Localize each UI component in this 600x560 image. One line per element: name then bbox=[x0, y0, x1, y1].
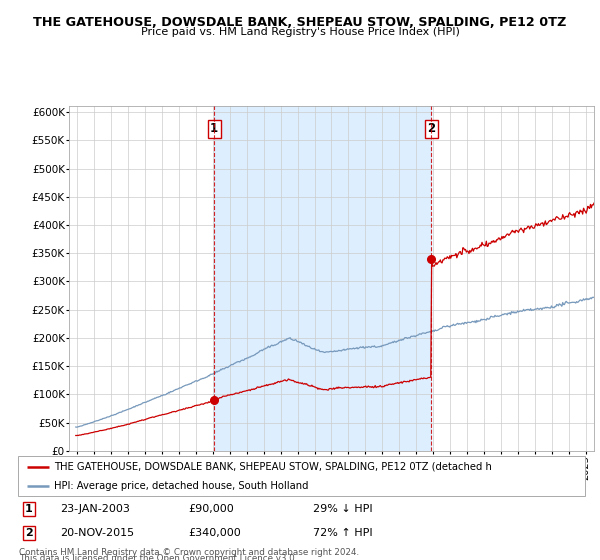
Text: 1: 1 bbox=[210, 123, 218, 136]
Text: £90,000: £90,000 bbox=[188, 504, 234, 514]
Text: Price paid vs. HM Land Registry's House Price Index (HPI): Price paid vs. HM Land Registry's House … bbox=[140, 27, 460, 37]
Text: Contains HM Land Registry data © Crown copyright and database right 2024.: Contains HM Land Registry data © Crown c… bbox=[19, 548, 359, 557]
Text: 20-NOV-2015: 20-NOV-2015 bbox=[61, 528, 134, 538]
Text: 2: 2 bbox=[427, 123, 436, 136]
Text: 29% ↓ HPI: 29% ↓ HPI bbox=[313, 504, 373, 514]
Bar bbox=[214, 106, 431, 451]
Text: 2: 2 bbox=[25, 528, 32, 538]
Text: 72% ↑ HPI: 72% ↑ HPI bbox=[313, 528, 373, 538]
Text: HPI: Average price, detached house, South Holland: HPI: Average price, detached house, Sout… bbox=[54, 481, 308, 491]
Text: 1: 1 bbox=[25, 504, 32, 514]
Text: This data is licensed under the Open Government Licence v3.0.: This data is licensed under the Open Gov… bbox=[19, 554, 298, 560]
Text: THE GATEHOUSE, DOWSDALE BANK, SHEPEAU STOW, SPALDING, PE12 0TZ: THE GATEHOUSE, DOWSDALE BANK, SHEPEAU ST… bbox=[34, 16, 566, 29]
Text: THE GATEHOUSE, DOWSDALE BANK, SHEPEAU STOW, SPALDING, PE12 0TZ (detached h: THE GATEHOUSE, DOWSDALE BANK, SHEPEAU ST… bbox=[54, 462, 491, 472]
FancyBboxPatch shape bbox=[18, 456, 585, 496]
Text: £340,000: £340,000 bbox=[188, 528, 241, 538]
Text: 23-JAN-2003: 23-JAN-2003 bbox=[61, 504, 130, 514]
